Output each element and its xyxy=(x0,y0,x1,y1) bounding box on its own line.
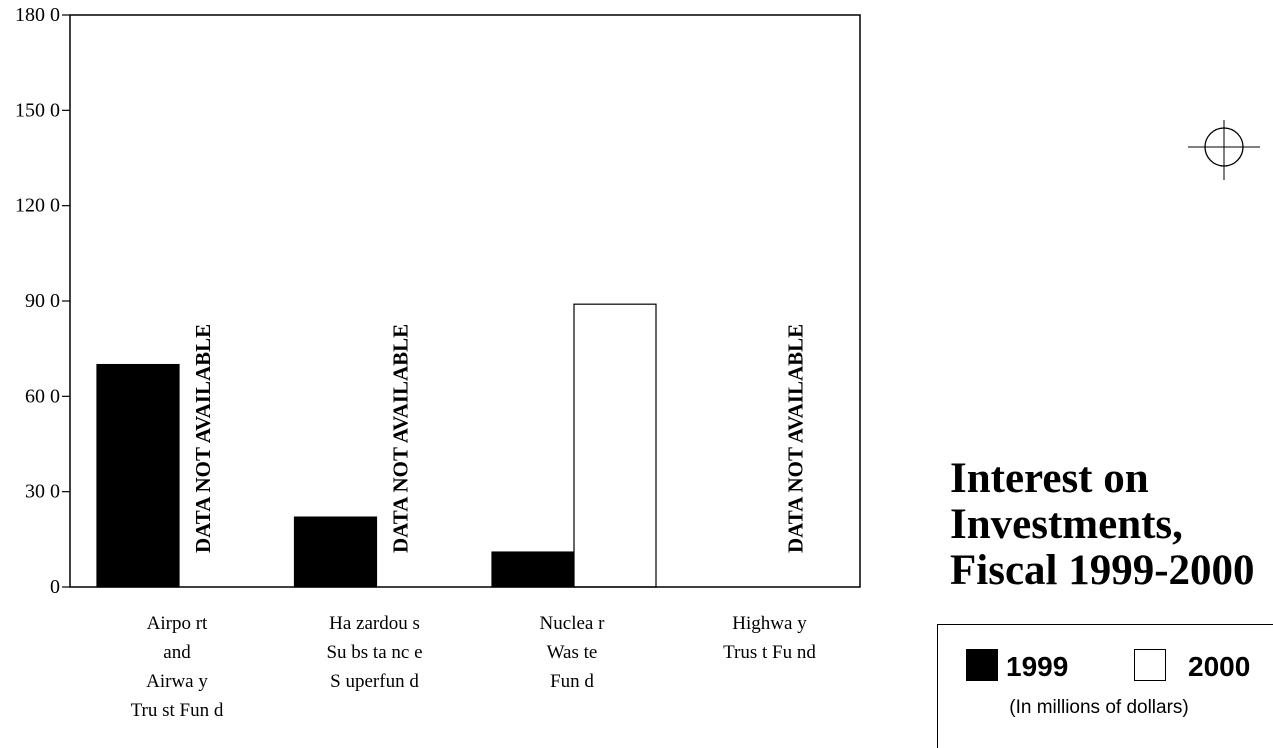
plot-frame xyxy=(69,14,861,588)
category-label: Ha zardou s xyxy=(329,613,420,634)
bar-1999 xyxy=(96,363,180,588)
data-not-available-label: DATA NOT AVAILABLE xyxy=(191,324,215,553)
y-tick-label: 60 0 xyxy=(25,385,60,407)
legend-item-2000: 2000 xyxy=(1134,649,1250,681)
category-label: Airwa y xyxy=(146,671,208,692)
chart-title: Interest on Investments, Fiscal 1999-200… xyxy=(950,456,1273,594)
legend-swatch-2000 xyxy=(1134,649,1166,681)
bar-chart: 180 0 150 0 120 0 90 0 60 0 30 0 0 DATA NOT AV… xyxy=(15,4,861,721)
chart-title-line: Fiscal 1999-2000 xyxy=(950,547,1255,594)
y-tick-label: 90 0 xyxy=(25,290,60,312)
y-tick-label: 120 0 xyxy=(15,195,60,217)
y-tick-label: 180 0 xyxy=(15,4,60,26)
category-label: Trus t Fu nd xyxy=(723,642,816,663)
legend-swatch-1999 xyxy=(966,649,998,681)
not-available-labels: DATA NOT AVAILABLE DATA NOT AVAILABLE DATA… xyxy=(191,324,808,553)
legend-label-2000: 2000 xyxy=(1188,651,1251,682)
bars xyxy=(96,303,657,588)
legend-label-1999: 1999 xyxy=(1006,651,1069,682)
category-label: S uperfun d xyxy=(330,671,419,692)
units-note: (In millions of dollars) xyxy=(1009,697,1189,718)
y-tick-label: 0 xyxy=(50,576,60,598)
category-label: Nuclea r xyxy=(540,613,606,634)
category-label: Airpo rt xyxy=(147,613,208,634)
data-not-available-label: DATA NOT AVAILABLE xyxy=(389,324,413,553)
legend: 1999 2000 (In millions of dollars) xyxy=(937,624,1273,748)
category-label: Su bs ta nc e xyxy=(326,642,422,663)
category-labels: Airpo rt and Airwa y Tru st Fun d Ha zardou … xyxy=(131,613,817,721)
data-not-available-label: DATA NOT AVAILABLE xyxy=(784,324,808,553)
category-label: and xyxy=(163,642,191,663)
y-axis-ticks: 180 0 150 0 120 0 90 0 60 0 30 0 0 xyxy=(15,4,70,598)
chart-title-line: Investments, xyxy=(950,501,1183,548)
legend-item-1999: 1999 xyxy=(966,649,1068,681)
bar-1999 xyxy=(491,551,575,588)
category-label: Was te xyxy=(547,642,598,663)
category-label: Highwa y xyxy=(732,613,807,634)
chart-title-line: Interest on xyxy=(950,455,1149,502)
y-tick-label: 150 0 xyxy=(15,99,60,121)
category-label: Fun d xyxy=(550,671,594,692)
bar-1999 xyxy=(293,516,378,588)
bar-2000 xyxy=(573,303,657,588)
category-label: Tru st Fun d xyxy=(131,700,224,721)
y-tick-label: 30 0 xyxy=(25,481,60,503)
registration-mark-icon xyxy=(1188,120,1260,180)
